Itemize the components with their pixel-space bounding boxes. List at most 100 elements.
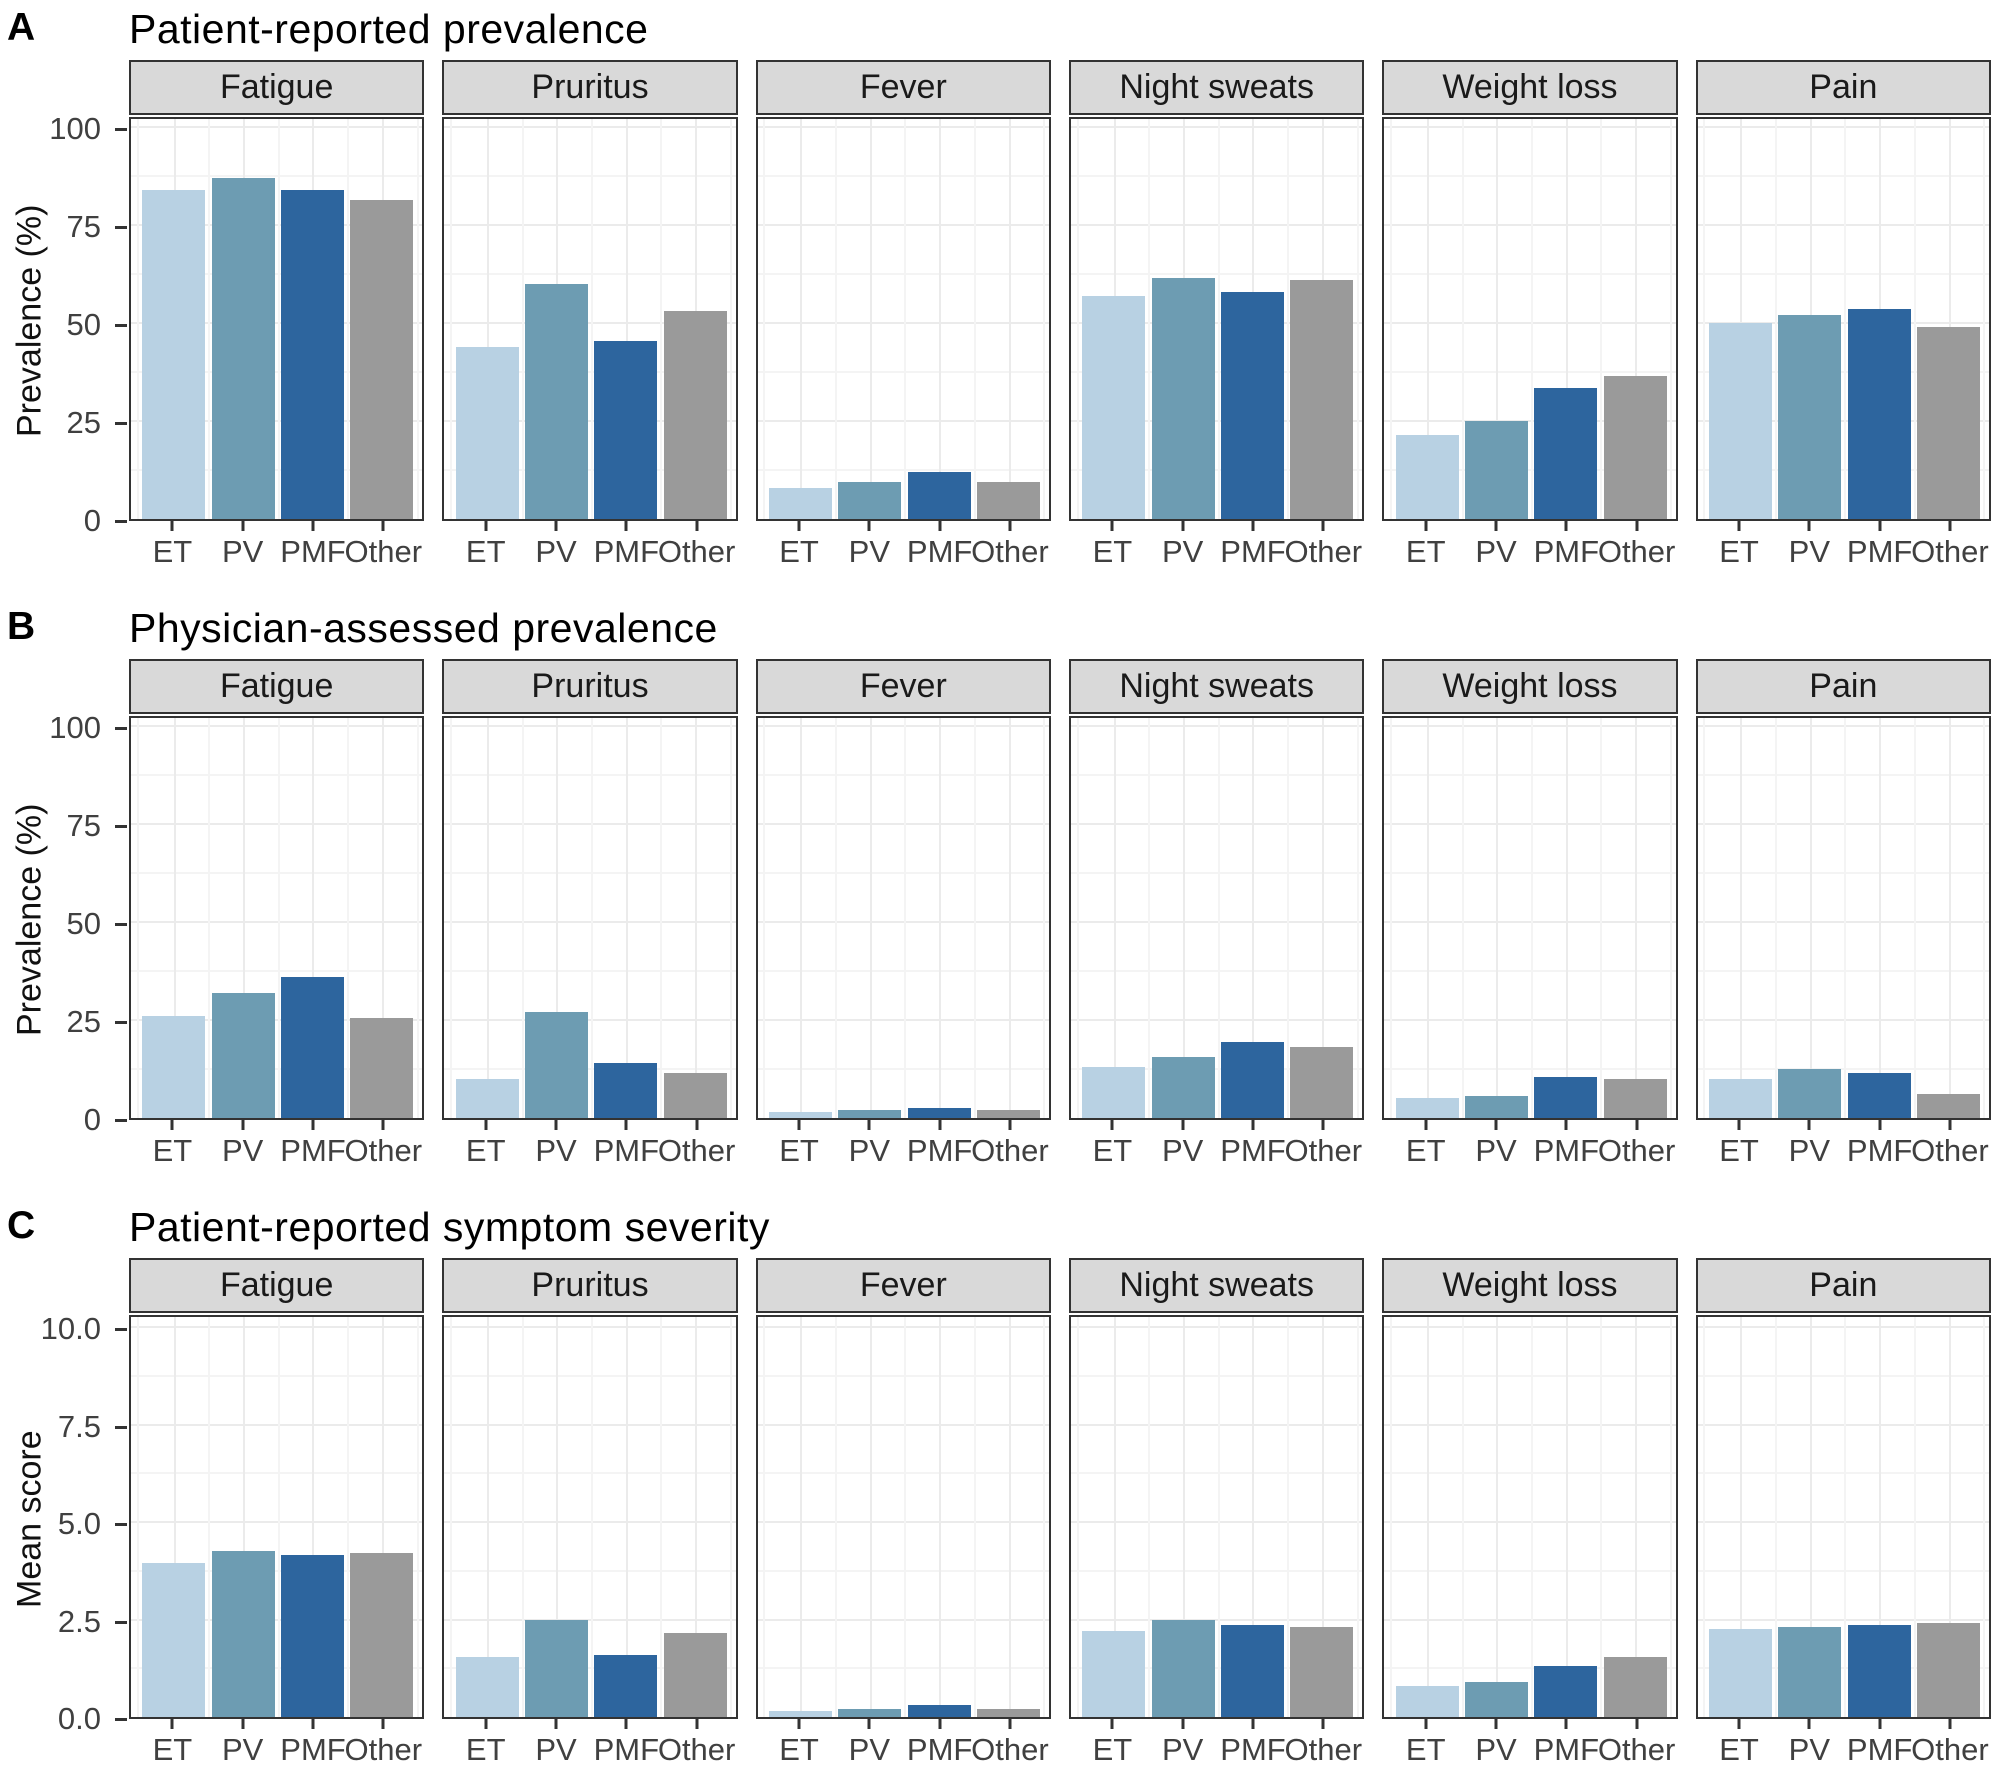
gridline bbox=[347, 119, 350, 519]
x-axis-weight-loss: ET PV PMF Other bbox=[1382, 1719, 1677, 1767]
plot-area-fatigue bbox=[129, 1315, 425, 1719]
gridline bbox=[1384, 1019, 1676, 1021]
gridline bbox=[444, 371, 736, 373]
bar-pmf-night-sweats bbox=[1221, 1041, 1284, 1118]
x-tick-mark bbox=[1564, 1719, 1568, 1729]
facet-strip-night-sweats: Night sweats bbox=[1069, 659, 1365, 714]
plot-area-night-sweats bbox=[1069, 1315, 1365, 1719]
gridline bbox=[1697, 126, 1989, 128]
x-tick-mark bbox=[797, 521, 801, 531]
bar-pmf-night-sweats bbox=[1221, 1625, 1284, 1717]
gridline bbox=[1697, 774, 1989, 776]
x-tick-label-pv: PV bbox=[1788, 1732, 1831, 1767]
x-axis-weight-loss: ET PV PMF Other bbox=[1382, 521, 1677, 569]
gridline bbox=[1071, 1521, 1363, 1523]
gridline bbox=[444, 872, 736, 874]
bar-pmf-pruritus bbox=[594, 340, 658, 519]
gridline bbox=[1697, 224, 1989, 226]
gridline bbox=[1076, 718, 1079, 1118]
gridline bbox=[1461, 1317, 1464, 1717]
gridline bbox=[1148, 718, 1151, 1118]
gridline bbox=[1043, 718, 1046, 1118]
x-tick-label-et: ET bbox=[779, 1133, 819, 1168]
gridline bbox=[1669, 718, 1672, 1118]
gridline bbox=[444, 273, 736, 275]
x-tick-mark bbox=[1424, 1719, 1428, 1729]
x-tick-label-pv: PV bbox=[222, 1133, 264, 1168]
gridline bbox=[800, 718, 803, 1118]
gridline bbox=[1217, 1317, 1220, 1717]
gridline bbox=[757, 1569, 1049, 1572]
y-tick-label: 50 bbox=[66, 906, 101, 941]
x-tick-mark bbox=[1807, 1719, 1811, 1729]
x-tick-label-pv: PV bbox=[1162, 534, 1204, 569]
x-tick-mark bbox=[1424, 521, 1428, 531]
bar-other-pruritus bbox=[663, 311, 727, 519]
x-tick-mark bbox=[381, 521, 385, 531]
x-tick-label-et: ET bbox=[152, 534, 193, 569]
gridline bbox=[1844, 718, 1847, 1118]
gridline bbox=[131, 224, 423, 226]
gridline bbox=[757, 823, 1049, 825]
facet-strip-fatigue: Fatigue bbox=[129, 659, 425, 714]
gridline bbox=[136, 119, 139, 519]
gridline bbox=[1635, 119, 1638, 519]
gridline bbox=[1384, 774, 1676, 776]
x-tick-label-et: ET bbox=[465, 1133, 506, 1168]
bar-pmf-fever bbox=[907, 1705, 971, 1717]
gridline bbox=[1740, 1317, 1743, 1717]
facet-night-sweats: Night sweats ET PV PMF Other bbox=[1069, 60, 1365, 569]
facet-strip-pruritus: Pruritus bbox=[442, 60, 738, 115]
gridline bbox=[1217, 718, 1220, 1118]
gridline bbox=[591, 1317, 594, 1717]
x-tick-mark bbox=[1564, 1120, 1568, 1130]
x-tick-mark bbox=[1948, 1120, 1952, 1130]
x-tick-mark bbox=[1251, 1120, 1255, 1130]
bar-pv-weight-loss bbox=[1465, 1681, 1528, 1717]
bar-pmf-pruritus bbox=[594, 1654, 658, 1717]
x-tick-mark bbox=[1008, 521, 1012, 531]
gridline bbox=[1635, 718, 1638, 1118]
y-tick-label: 10.0 bbox=[40, 1311, 101, 1346]
y-tick-label: 0 bbox=[83, 1102, 101, 1137]
x-tick-mark bbox=[1321, 1120, 1325, 1130]
gridline bbox=[131, 1019, 423, 1021]
x-tick-label-pmf: PMF bbox=[593, 534, 660, 569]
gridline bbox=[1071, 970, 1363, 972]
gridline bbox=[1948, 119, 1951, 519]
x-tick-mark bbox=[1948, 521, 1952, 531]
gridline bbox=[1384, 1068, 1676, 1070]
gridline bbox=[757, 774, 1049, 776]
x-tick-label-pv: PV bbox=[1788, 534, 1831, 569]
gridline bbox=[1113, 1317, 1116, 1717]
gridline bbox=[416, 119, 419, 519]
y-tick-mark bbox=[115, 128, 127, 131]
plot-area-fatigue bbox=[129, 716, 425, 1120]
gridline bbox=[487, 119, 490, 519]
gridline bbox=[131, 725, 423, 727]
bar-other-night-sweats bbox=[1290, 279, 1354, 519]
bar-et-fever bbox=[769, 487, 832, 519]
x-tick-label-pv: PV bbox=[535, 1732, 577, 1767]
gridline bbox=[1071, 224, 1363, 226]
gridline bbox=[208, 1317, 211, 1717]
panel-b-title: Physician-assessed prevalence bbox=[129, 605, 718, 651]
x-tick-label-pmf: PMF bbox=[280, 1133, 346, 1168]
gridline bbox=[444, 1667, 736, 1670]
gridline bbox=[660, 119, 663, 519]
x-tick-mark bbox=[1737, 521, 1741, 531]
y-tick-mark bbox=[115, 226, 127, 229]
facet-strip-pain: Pain bbox=[1695, 659, 1991, 714]
x-tick-mark bbox=[1494, 521, 1498, 531]
gridline bbox=[939, 119, 942, 519]
y-tick-mark bbox=[115, 727, 127, 730]
gridline bbox=[869, 718, 872, 1118]
gridline bbox=[444, 1472, 736, 1475]
gridline bbox=[1008, 119, 1011, 519]
gridline bbox=[869, 1317, 872, 1717]
x-tick-label-other: Other bbox=[1284, 1732, 1363, 1767]
gridline bbox=[1071, 1569, 1363, 1572]
x-tick-label-pmf: PMF bbox=[280, 1732, 346, 1767]
x-tick-mark bbox=[1110, 1719, 1114, 1729]
gridline bbox=[131, 371, 423, 373]
